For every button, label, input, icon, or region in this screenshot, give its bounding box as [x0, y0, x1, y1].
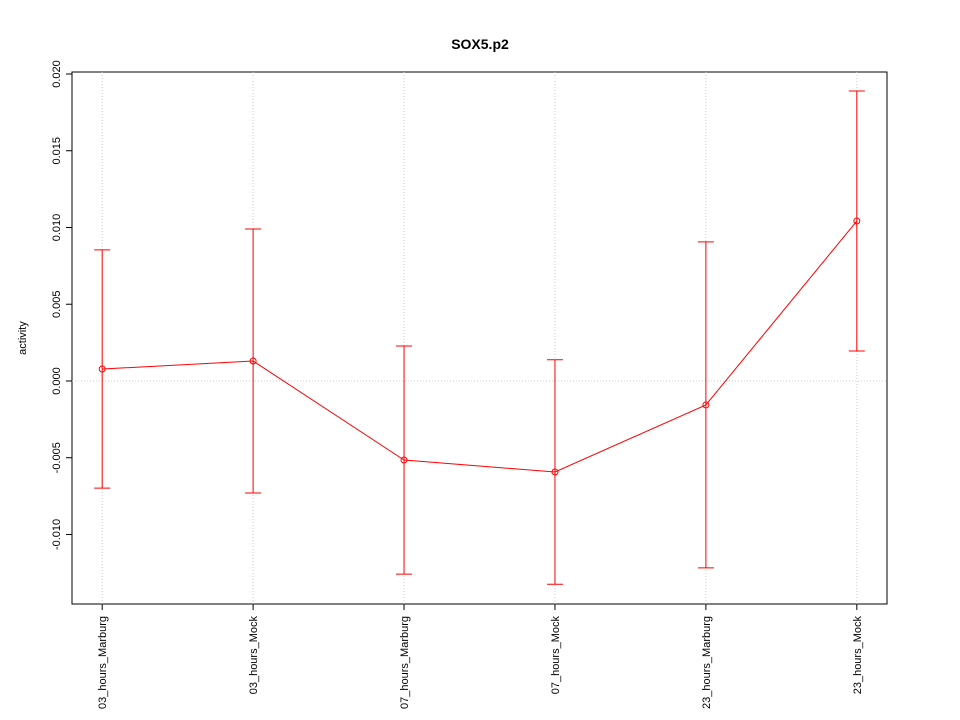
error-bar [94, 249, 111, 489]
series-line [102, 220, 858, 473]
y-tick-label: -0.005 [51, 442, 63, 473]
y-tick-label: 0.005 [51, 290, 63, 318]
y-tick-label: 0.000 [51, 367, 63, 395]
error-bar [245, 228, 262, 494]
x-tick-label: 23_hours_Marburg [701, 616, 713, 709]
y-axis-label: activity [17, 321, 29, 355]
error-bar [697, 241, 714, 569]
x-tick-label: 03_hours_Marburg [97, 616, 109, 709]
point [98, 365, 106, 373]
point [853, 217, 861, 225]
plot-frame [71, 71, 888, 605]
x-tick-label: 07_hours_Mock [550, 616, 562, 695]
x-tick-label: 23_hours_Mock [852, 616, 864, 695]
y-tick-label: -0.010 [51, 519, 63, 550]
error-bar [396, 345, 413, 575]
chart-title: SOX5.p2 [451, 36, 509, 52]
y-tick-label: 0.020 [51, 60, 63, 88]
y-tick-label: 0.010 [51, 214, 63, 242]
x-tick-label: 03_hours_Mock [248, 616, 260, 695]
point [551, 468, 559, 476]
error-bar [848, 90, 865, 352]
x-tick-label: 07_hours_Marburg [399, 616, 411, 709]
error-bar [546, 359, 563, 585]
point [400, 456, 408, 464]
point [249, 357, 257, 365]
point [702, 401, 710, 409]
y-tick-label: 0.015 [51, 137, 63, 165]
